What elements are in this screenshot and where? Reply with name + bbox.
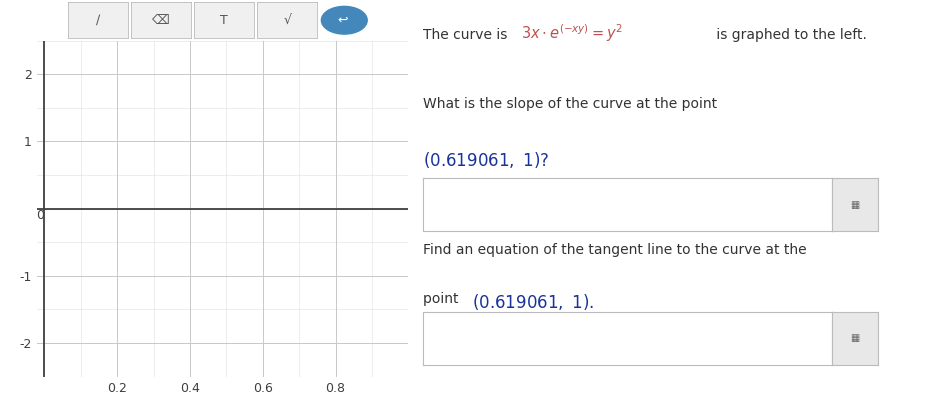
Text: $\mathit{(0.619061,\ 1)}$?: $\mathit{(0.619061,\ 1)}$? [423, 150, 549, 170]
Text: is graphed to the left.: is graphed to the left. [711, 28, 866, 43]
Circle shape [321, 6, 367, 34]
Text: ▦: ▦ [849, 333, 858, 343]
Text: point: point [423, 292, 463, 306]
Text: √: √ [283, 14, 291, 27]
Text: $3x \cdot e^{(-xy)} = y^{2}$: $3x \cdot e^{(-xy)} = y^{2}$ [521, 22, 622, 44]
Text: 0: 0 [36, 209, 44, 222]
Text: ↩: ↩ [337, 14, 348, 27]
Text: ∕: ∕ [95, 14, 100, 27]
Text: ✎: ✎ [29, 13, 41, 28]
Text: T: T [220, 14, 228, 27]
Text: ⌫: ⌫ [152, 14, 170, 27]
Text: ▦: ▦ [849, 200, 858, 209]
Text: $\mathit{(0.619061,\ 1)}$.: $\mathit{(0.619061,\ 1)}$. [472, 292, 594, 311]
Text: What is the slope of the curve at the point: What is the slope of the curve at the po… [423, 97, 717, 111]
Text: The curve is: The curve is [423, 28, 512, 43]
Text: Find an equation of the tangent line to the curve at the: Find an equation of the tangent line to … [423, 243, 806, 257]
